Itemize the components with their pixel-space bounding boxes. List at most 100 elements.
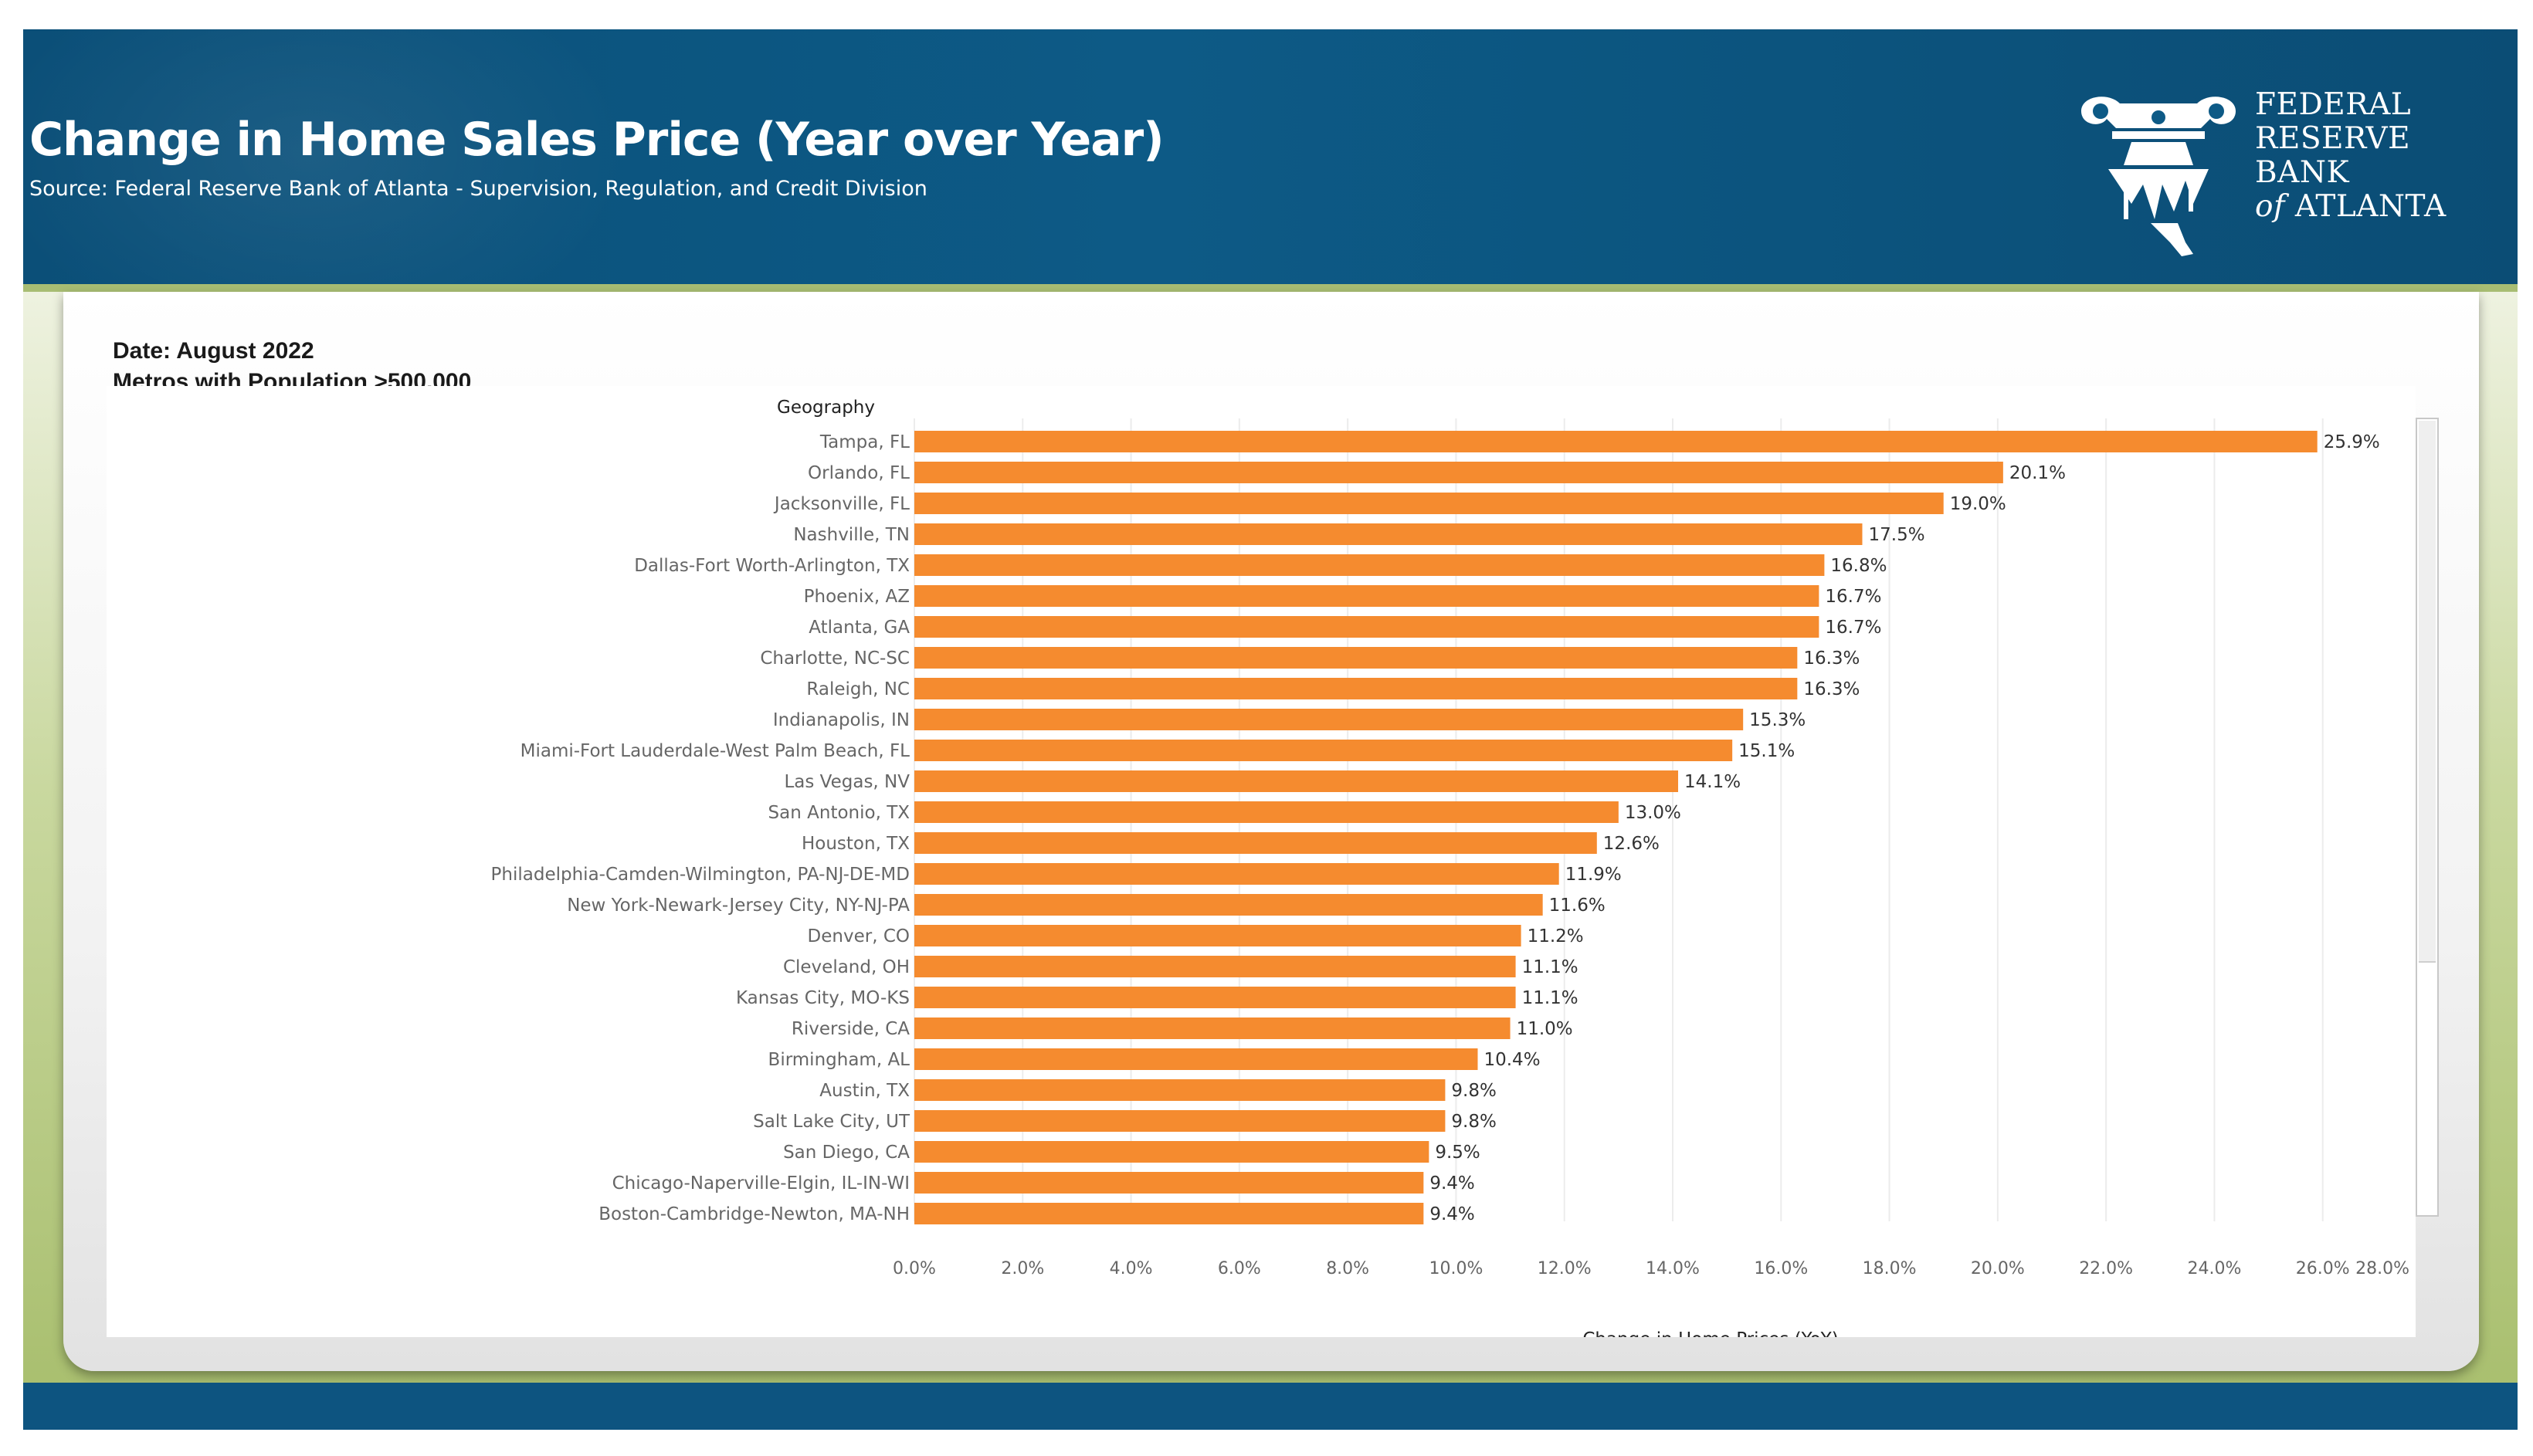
logo-line-1: FEDERAL [2255,87,2412,122]
value-label: 19.0% [1950,494,2006,514]
category-label: Tampa, FL [819,432,910,452]
value-label: 10.4% [1484,1050,1540,1070]
bar [914,647,1798,669]
bar [914,987,1516,1008]
x-tick-label: 26.0% [2296,1259,2350,1278]
value-label: 16.3% [1803,679,1860,699]
header-banner: Change in Home Sales Price (Year over Ye… [23,29,2518,284]
value-label: 9.8% [1451,1112,1496,1132]
value-label: 11.2% [1528,926,1584,946]
fed-atlanta-logo: FEDERAL RESERVE BANK of ATLANTA [2077,88,2479,266]
bar-chart: Geography Tampa, FL 25.9% Orlando, FL 20.1%… [491,398,2409,1337]
bar [914,1110,1446,1132]
x-tick-label: 16.0% [1754,1259,1808,1278]
bar [914,678,1798,699]
bar [914,709,1744,730]
category-label: San Diego, CA [783,1143,910,1163]
category-label: Austin, TX [819,1081,910,1101]
bar [914,1048,1478,1070]
bar [914,740,1733,761]
logo-of: of [2255,189,2285,224]
footer-bar [23,1383,2518,1430]
category-label: Kansas City, MO-KS [736,988,910,1008]
value-label: 25.9% [2324,432,2380,452]
category-label: Atlanta, GA [809,618,910,638]
bar [914,462,2003,483]
category-label: Houston, TX [802,834,910,854]
value-label: 17.5% [1869,525,1925,545]
category-label: Indianapolis, IN [773,710,910,730]
category-label: Birmingham, AL [768,1050,910,1070]
x-tick-label: 2.0% [1001,1259,1044,1278]
vertical-scrollbar[interactable] [2416,418,2439,1217]
bar [914,801,1619,823]
x-tick-label: 10.0% [1429,1259,1483,1278]
bar [914,956,1516,977]
x-tick-label: 4.0% [1110,1259,1153,1278]
value-label: 11.1% [1522,988,1578,1008]
value-label: 14.1% [1684,772,1741,792]
value-label: 11.0% [1517,1019,1573,1039]
value-label: 13.0% [1625,803,1681,823]
category-label: Nashville, TN [793,525,910,545]
x-axis-title: Change in Home Prices (YoY) [1582,1329,1838,1337]
category-label: San Antonio, TX [768,803,910,823]
bar [914,523,1863,545]
bar [914,925,1521,946]
value-label: 9.8% [1451,1081,1496,1101]
category-label: Jacksonville, FL [773,494,910,514]
value-label: 9.5% [1435,1143,1480,1163]
category-label: Miami-Fort Lauderdale-West Palm Beach, F… [521,741,910,761]
x-tick-label: 28.0% [2355,1259,2409,1278]
category-label: Salt Lake City, UT [753,1112,910,1132]
bar [914,554,1825,576]
bar [914,863,1559,885]
value-label: 9.4% [1429,1173,1474,1194]
value-label: 20.1% [2009,463,2066,483]
logo-line-4: of ATLANTA [2255,190,2447,224]
bar [914,832,1597,854]
x-tick-label: 18.0% [1863,1259,1917,1278]
category-label: Orlando, FL [808,463,910,483]
category-label: Riverside, CA [792,1019,910,1039]
dashboard-frame: Change in Home Sales Price (Year over Ye… [23,29,2518,1430]
column-header-geography: Geography [777,398,875,418]
bar [914,1079,1446,1101]
bar [914,894,1543,916]
bar [914,585,1819,607]
category-label: Cleveland, OH [783,957,910,977]
page-subtitle: Source: Federal Reserve Bank of Atlanta … [29,177,927,201]
value-label: 16.3% [1803,648,1860,669]
bar [914,1172,1424,1194]
logo-line-2: RESERVE [2255,121,2411,156]
value-label: 12.6% [1603,834,1660,854]
bar [914,493,1944,514]
bar [914,1141,1429,1163]
category-label: Chicago-Naperville-Elgin, IL-IN-WI [612,1173,910,1194]
x-tick-label: 22.0% [2079,1259,2133,1278]
bar [914,616,1819,638]
column-capital-icon [2081,97,2236,256]
page-title: Change in Home Sales Price (Year over Ye… [29,113,1165,167]
value-label: 15.1% [1738,741,1795,761]
category-label: Raleigh, NC [806,679,910,699]
bar [914,1018,1511,1039]
scrollbar-thumb[interactable] [2419,421,2436,963]
bars-layer: Tampa, FL 25.9% Orlando, FL 20.1% Jacksonvil… [491,431,2380,1224]
category-label: Denver, CO [808,926,910,946]
date-label: Date: August 2022 [113,338,314,364]
value-label: 11.1% [1522,957,1578,977]
x-axis: 0.0% 2.0% 4.0% 6.0% 8.0% 10.0% 12.0% 14.0% 16.0%… [893,1259,2409,1278]
logo-wordmark: FEDERAL RESERVE BANK of ATLANTA [2255,88,2447,224]
value-label: 11.6% [1549,896,1606,916]
chart-area: Geography Tampa, FL 25.9% Orlando, FL 20.1%… [107,386,2416,1337]
x-tick-label: 6.0% [1218,1259,1261,1278]
category-label: Charlotte, NC-SC [760,648,910,669]
bar [914,770,1679,792]
category-label: Phoenix, AZ [804,587,910,607]
bar [914,1203,1424,1224]
value-label: 15.3% [1749,710,1806,730]
category-label: Las Vegas, NV [784,772,910,792]
logo-line-3: BANK [2255,155,2350,190]
bar [914,431,2318,452]
